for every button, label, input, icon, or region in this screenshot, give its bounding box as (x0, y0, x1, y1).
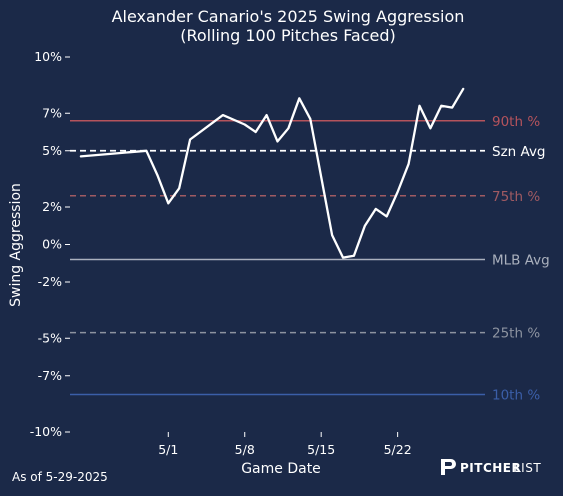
series-point-0-4 (178, 187, 181, 190)
series-point-0-6 (221, 114, 224, 117)
series-point-0-22 (407, 162, 410, 165)
series-point-0-25 (440, 104, 443, 107)
series-point-0-14 (320, 176, 323, 178)
x-tick-label-1: 5/8 (235, 442, 255, 457)
chart-title-line2: (Rolling 100 Pitches Faced) (180, 26, 396, 45)
series-point-0-12 (298, 97, 301, 100)
series-point-0-20 (385, 215, 388, 218)
logo-text-bold: PITCHER (460, 461, 521, 475)
series-point-0-15 (331, 234, 334, 237)
series-point-0-21 (396, 191, 399, 193)
series-point-0-0 (80, 155, 82, 158)
y-tick-label-3: 2% (42, 199, 62, 214)
y-tick-label-4: 0% (42, 237, 62, 252)
series-point-0-8 (254, 131, 257, 133)
series-point-0-23 (418, 104, 421, 107)
series-point-0-5 (189, 138, 192, 141)
y-tick-label-7: -7% (38, 368, 62, 383)
x-tick-label-3: 5/22 (384, 442, 412, 457)
y-tick-label-2: 5% (42, 143, 62, 158)
series-point-0-26 (451, 106, 454, 109)
y-tick-label-1: 7% (42, 105, 62, 120)
y-tick-label-5: -2% (38, 274, 62, 289)
reference-line-label-0: 90th % (492, 114, 540, 130)
y-tick-label-0: 10% (34, 49, 62, 64)
reference-line-label-1: Szn Avg (492, 144, 546, 160)
chart-title-line1: Alexander Canario's 2025 Swing Aggressio… (112, 7, 465, 26)
series-point-0-16 (342, 256, 344, 259)
reference-line-label-2: 75th % (492, 189, 540, 205)
x-tick-label-0: 5/1 (158, 442, 178, 457)
reference-line-label-3: MLB Avg (492, 253, 550, 269)
series-point-0-17 (353, 254, 355, 257)
y-tick-label-8: -10% (30, 424, 62, 439)
reference-lines: 90th % Szn Avg 75th % MLB Avg 25th % 10th % (70, 114, 550, 404)
reference-line-label-4: 25th % (492, 326, 540, 342)
y-axis: 10% 7% 5% 2% 0% -2% -5% -7% -10% (30, 49, 70, 439)
series-point-0-7 (243, 123, 246, 126)
series-point-0-10 (276, 140, 279, 143)
reference-line-label-5: 10th % (492, 388, 540, 404)
x-axis-label: Game Date (241, 461, 321, 477)
y-axis-label: Swing Aggression (8, 183, 24, 307)
x-axis: 5/1 5/8 5/15 5/22 (158, 432, 412, 457)
pitcherlist-logo: PITCHER LIST (441, 459, 541, 475)
series-point-0-11 (287, 127, 290, 130)
series-line-0 (79, 87, 465, 259)
as-of-date: As of 5-29-2025 (12, 470, 108, 484)
x-tick-label-2: 5/15 (307, 442, 335, 457)
y-tick-label-6: -5% (38, 330, 62, 345)
series-point-0-1 (145, 149, 148, 152)
series-point-0-18 (363, 224, 366, 227)
series-point-0-13 (309, 117, 312, 120)
series-point-0-9 (265, 114, 268, 117)
series-point-0-27 (462, 87, 465, 90)
series-point-0-19 (374, 207, 377, 210)
pitcherlist-logo-mark (441, 459, 456, 475)
series-point-0-3 (167, 202, 170, 205)
logo-text-light: LIST (514, 461, 541, 475)
series-layer (79, 87, 465, 259)
series-point-0-2 (156, 174, 159, 177)
series-point-0-24 (429, 127, 432, 130)
